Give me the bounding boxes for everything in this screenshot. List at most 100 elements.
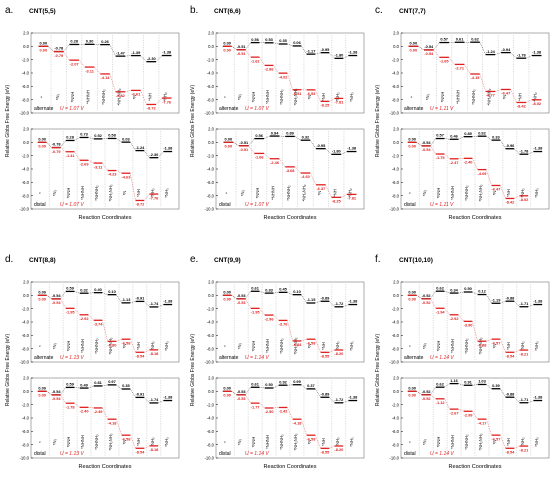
energy-value-red: 0.00 <box>408 393 416 398</box>
energy-connector <box>155 97 163 105</box>
energy-value-black: -0.54 <box>52 293 62 298</box>
energy-connector <box>315 89 321 102</box>
species-label: *N₂ <box>237 342 242 349</box>
y-tick-label: -10.0 <box>204 456 214 461</box>
y-tick-label: -10.0 <box>19 456 29 461</box>
species-label: *NH₂NH₂ <box>108 337 113 354</box>
y-tick-label: -6.0 <box>392 84 400 89</box>
species-label: *NH <box>136 438 141 446</box>
y-tick-label: -10.0 <box>19 111 29 116</box>
species-label: *NH₃ <box>534 341 539 351</box>
potential-label: U = 1.07 V <box>245 106 269 112</box>
y-tick-label: 0.0 <box>393 44 399 49</box>
energy-connector <box>430 138 436 147</box>
energy-connector <box>88 292 94 294</box>
energy-connector <box>444 153 450 159</box>
energy-connector <box>287 407 293 420</box>
species-label: *NNH <box>251 437 256 448</box>
energy-connector <box>510 52 517 59</box>
energy-value-black: -0.78 <box>54 46 64 51</box>
panel-title: CNT(8,8) <box>29 257 56 264</box>
energy-value-black: 0.61 <box>456 36 464 41</box>
energy-value-red: -0.54 <box>52 396 62 401</box>
species-label: *N₂ <box>237 93 242 100</box>
energy-value-black: -0.95 <box>320 47 330 52</box>
species-label: *N <box>307 344 312 349</box>
species-label: *NHNH₂ <box>101 89 106 105</box>
energy-connector <box>329 52 335 59</box>
energy-connector <box>116 294 122 303</box>
energy-value-red: -7.81 <box>334 100 344 105</box>
energy-connector <box>259 387 265 389</box>
energy-value-red: -0.53 <box>237 300 247 305</box>
energy-connector <box>294 136 301 141</box>
energy-connector <box>343 304 349 307</box>
y-tick-label: -4.0 <box>207 167 215 172</box>
y-axis-label: Relative Gibbs Free Energy (eV) <box>5 85 11 158</box>
energy-connector <box>340 194 347 198</box>
energy-connector <box>140 90 147 105</box>
panel-letter: a. <box>5 5 13 16</box>
energy-value-red: -8.25 <box>332 199 342 204</box>
y-tick-label: 0.0 <box>393 293 399 298</box>
y-tick-label: -4.0 <box>22 320 30 325</box>
energy-value-red: -0.51 <box>239 147 249 152</box>
energy-connector <box>88 160 94 164</box>
energy-connector <box>74 308 80 315</box>
y-tick-label: 0.0 <box>23 389 29 394</box>
energy-connector <box>88 407 94 409</box>
energy-value-black: -0.95 <box>316 143 326 148</box>
energy-value-red: -2.46 <box>270 160 280 165</box>
y-tick-label: -4.0 <box>207 71 215 76</box>
energy-value-black: -1.38 <box>163 299 173 304</box>
y-tick-label: -6.0 <box>22 429 30 434</box>
energy-value-red: 0.00 <box>223 48 231 53</box>
energy-value-red: -1.41 <box>66 153 76 158</box>
y-tick-label: -8.0 <box>22 346 30 351</box>
energy-value-red: -1.77 <box>251 404 260 409</box>
chart-panel: e. CNT(9,9) Relative Gibbs Free Energy (eV… <box>190 254 365 470</box>
energy-connector <box>315 339 321 353</box>
energy-value-red: -4.14 <box>101 75 111 80</box>
energy-value-black: -1.38 <box>347 146 357 151</box>
energy-value-red: -8.54 <box>135 449 145 454</box>
energy-value-red: 0.00 <box>410 48 418 53</box>
x-axis-label: Reaction Coordinates <box>449 215 502 221</box>
energy-value-red: -6.84 <box>293 342 303 347</box>
species-label: *NH₂ <box>150 341 155 351</box>
energy-value-black: -0.94 <box>501 47 511 52</box>
energy-value-black: 0.37 <box>307 383 315 388</box>
energy-connector <box>528 151 534 155</box>
species-label: *NH₃ <box>164 341 169 351</box>
species-label: *NH <box>506 342 511 350</box>
energy-value-red: -6.58 <box>307 340 317 345</box>
y-tick-label: -2.0 <box>207 306 215 311</box>
energy-connector <box>294 166 301 174</box>
energy-value-red: -0.52 <box>422 300 432 305</box>
species-label: *NHNH₂ <box>464 185 469 201</box>
energy-value-black: -1.13 <box>122 297 132 302</box>
energy-value-red: -2.50 <box>265 409 274 414</box>
energy-connector <box>259 291 265 294</box>
energy-connector <box>60 140 66 148</box>
energy-value-black: 0.00 <box>410 41 418 46</box>
energy-connector <box>510 89 517 103</box>
energy-connector <box>472 384 478 386</box>
species-label: *N <box>122 344 127 349</box>
species-label: *NHNH₂ <box>286 185 291 201</box>
energy-value-black: -1.74 <box>149 301 159 306</box>
species-label: *NHNH <box>450 339 455 353</box>
energy-connector <box>102 407 108 420</box>
energy-connector <box>514 148 520 155</box>
x-axis-label: Reaction Coordinates <box>79 215 132 221</box>
y-tick-label: -2.0 <box>392 153 400 158</box>
energy-value-red: -8.18 <box>149 447 159 452</box>
potential-label: U = 1.07 V <box>60 202 84 208</box>
energy-value-red: -3.74 <box>94 321 104 326</box>
y-axis-label: Relative Gibbs Free Energy (eV) <box>375 85 381 158</box>
energy-connector <box>433 49 440 58</box>
species-label: *N <box>122 191 127 196</box>
y-tick-label: -10.0 <box>389 207 399 212</box>
energy-value-red: -8.18 <box>149 351 159 356</box>
species-label: *NHNH <box>265 339 270 353</box>
